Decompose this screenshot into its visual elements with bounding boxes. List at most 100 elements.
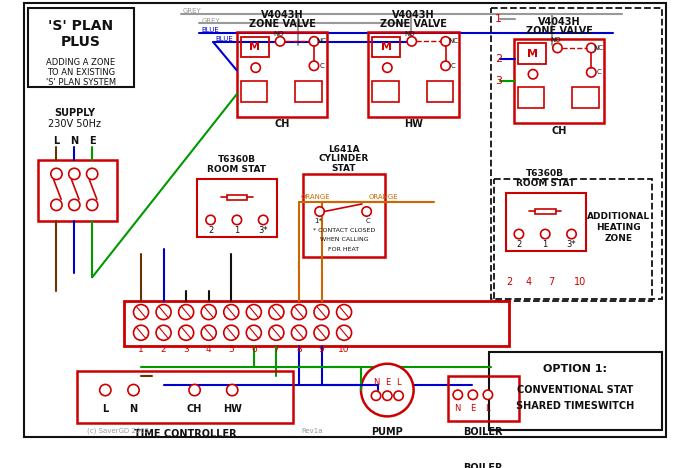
Circle shape (99, 384, 111, 396)
Text: TIME CONTROLLER: TIME CONTROLLER (134, 429, 237, 439)
Text: FOR HEAT: FOR HEAT (328, 247, 359, 252)
Bar (295, 81, 322, 102)
Text: N: N (373, 378, 380, 387)
Text: 2: 2 (208, 226, 213, 235)
Circle shape (224, 325, 239, 340)
Text: 4: 4 (206, 345, 212, 354)
Text: 'S' PLAN SYSTEM: 'S' PLAN SYSTEM (46, 78, 116, 87)
Circle shape (309, 61, 319, 71)
Text: L641A: L641A (328, 145, 360, 154)
Bar (373, 81, 399, 102)
Text: ADDITIONAL: ADDITIONAL (587, 212, 650, 221)
Circle shape (51, 199, 62, 211)
Text: N: N (130, 404, 137, 414)
Circle shape (206, 215, 215, 225)
Bar (514, 38, 604, 123)
Circle shape (68, 199, 80, 211)
Text: 8: 8 (296, 345, 302, 354)
Text: C: C (451, 63, 455, 69)
Text: WHEN CALLING: WHEN CALLING (319, 237, 368, 242)
Circle shape (529, 70, 538, 79)
Text: M: M (249, 42, 260, 52)
Bar (237, 32, 327, 117)
Text: E: E (384, 378, 390, 387)
Text: TO AN EXISTING: TO AN EXISTING (47, 68, 115, 77)
Bar (535, 209, 555, 214)
Text: 9: 9 (319, 345, 324, 354)
Circle shape (361, 364, 413, 417)
Text: CH: CH (187, 404, 202, 414)
Bar (77, 371, 293, 423)
Text: 1*: 1* (314, 218, 322, 224)
Circle shape (514, 229, 524, 239)
Text: V4043H: V4043H (261, 10, 304, 20)
Circle shape (246, 325, 262, 340)
Circle shape (315, 207, 324, 216)
Circle shape (246, 305, 262, 320)
Bar (38, 160, 117, 221)
Circle shape (394, 391, 403, 401)
Circle shape (362, 207, 371, 216)
Text: V4043H: V4043H (538, 17, 580, 27)
Text: L: L (102, 404, 108, 414)
Text: L: L (396, 378, 401, 387)
Circle shape (371, 391, 381, 401)
Text: STAT: STAT (332, 164, 356, 173)
Text: E: E (470, 404, 475, 413)
Text: C: C (319, 63, 324, 69)
Bar (241, 37, 269, 58)
Text: 5: 5 (228, 345, 234, 354)
Circle shape (156, 325, 171, 340)
Text: HW: HW (404, 119, 423, 129)
Text: BLUE: BLUE (215, 37, 233, 43)
Circle shape (314, 325, 329, 340)
Text: SHARED TIMESWITCH: SHARED TIMESWITCH (516, 401, 634, 411)
Text: ZONE: ZONE (604, 234, 633, 243)
Circle shape (269, 325, 284, 340)
Circle shape (86, 168, 98, 180)
Circle shape (201, 305, 216, 320)
Bar (573, 88, 599, 108)
Text: ORANGE: ORANGE (368, 194, 398, 200)
Text: 3*: 3* (566, 240, 576, 249)
Text: T6360B: T6360B (526, 169, 564, 178)
Text: CONVENTIONAL STAT: CONVENTIONAL STAT (518, 385, 633, 395)
Circle shape (128, 384, 139, 396)
Circle shape (201, 325, 216, 340)
Text: HW: HW (223, 404, 241, 414)
Text: E: E (89, 136, 95, 146)
Text: 10: 10 (338, 345, 350, 354)
Text: 'S' PLAN: 'S' PLAN (48, 19, 113, 33)
Text: ZONE VALVE: ZONE VALVE (380, 20, 447, 29)
Text: ZONE VALVE: ZONE VALVE (526, 26, 593, 36)
Text: 7: 7 (273, 345, 279, 354)
Text: C: C (366, 218, 371, 224)
Text: T6360B: T6360B (218, 155, 256, 164)
Text: V4043H: V4043H (393, 10, 435, 20)
Text: * CONTACT CLOSED: * CONTACT CLOSED (313, 228, 375, 233)
Circle shape (179, 325, 194, 340)
Text: ZONE VALVE: ZONE VALVE (248, 20, 315, 29)
Text: BOILER: BOILER (464, 463, 503, 468)
Text: 1: 1 (542, 240, 548, 249)
Text: GREY: GREY (201, 18, 220, 24)
Text: 3: 3 (184, 345, 189, 354)
Text: 3*: 3* (259, 226, 268, 235)
Circle shape (68, 168, 80, 180)
Text: BLUE: BLUE (201, 27, 219, 33)
Circle shape (291, 305, 306, 320)
Text: (c) SaverGD 2005: (c) SaverGD 2005 (86, 427, 148, 434)
Text: NC: NC (317, 38, 326, 44)
Text: CH: CH (551, 125, 567, 136)
Circle shape (540, 229, 550, 239)
Circle shape (251, 63, 260, 73)
Circle shape (586, 68, 596, 77)
Circle shape (586, 43, 596, 52)
Text: 2: 2 (506, 277, 513, 287)
Text: ROOM STAT: ROOM STAT (208, 165, 266, 174)
Text: Rev1a: Rev1a (302, 427, 323, 433)
Text: 230V 50Hz: 230V 50Hz (48, 119, 101, 129)
Bar (489, 352, 662, 430)
Text: M: M (381, 42, 392, 52)
Circle shape (441, 37, 451, 46)
